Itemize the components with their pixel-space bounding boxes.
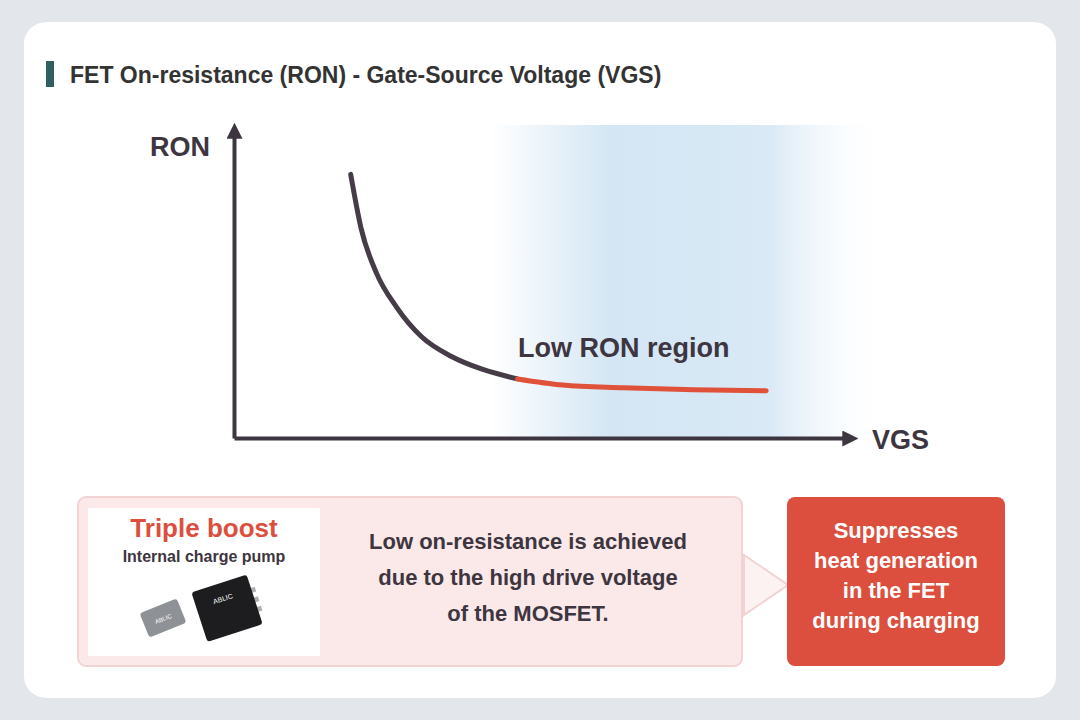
y-axis-title: RON <box>150 132 210 162</box>
chip-label: ABLIC <box>212 592 233 605</box>
callout-text: of the MOSFET. <box>447 601 608 626</box>
series-line <box>518 379 767 391</box>
series-label: Low RON region <box>518 333 730 363</box>
chip-icon: ABLIC <box>140 598 187 637</box>
chip-body <box>140 598 187 637</box>
axis-line <box>233 136 237 439</box>
card <box>24 22 1056 698</box>
callout-text: due to the high drive voltage <box>378 565 677 590</box>
chip-label: ABLIC <box>154 613 173 625</box>
result-text: in the FET <box>843 578 950 603</box>
y-axis <box>234 136 235 439</box>
chip-body <box>191 575 262 642</box>
page-background <box>0 0 1080 720</box>
callout-inner-box <box>88 508 320 656</box>
connector-arrow <box>744 555 788 615</box>
callout-title: Triple boost <box>130 513 278 543</box>
shaded-region <box>490 125 890 438</box>
chart-svg: FET On-resistance (RON) - Gate-Source Vo… <box>0 0 1080 720</box>
title: FET On-resistance (RON) - Gate-Source Vo… <box>70 62 661 88</box>
axis-line <box>235 437 846 441</box>
callout-subtitle: Internal charge pump <box>123 548 286 565</box>
series-line <box>351 174 518 379</box>
result-text: during charging <box>812 608 979 633</box>
x-axis <box>235 438 846 439</box>
result-text: Suppresses <box>834 518 959 543</box>
title-marker <box>46 61 54 87</box>
result-text: heat generation <box>814 548 978 573</box>
plot-area <box>351 174 766 390</box>
callout-text: Low on-resistance is achieved <box>369 529 687 554</box>
chip-icon: ABLIC <box>191 573 266 642</box>
callout-box <box>78 497 742 666</box>
result-box <box>787 497 1005 666</box>
x-axis-title: VGS <box>872 425 929 455</box>
